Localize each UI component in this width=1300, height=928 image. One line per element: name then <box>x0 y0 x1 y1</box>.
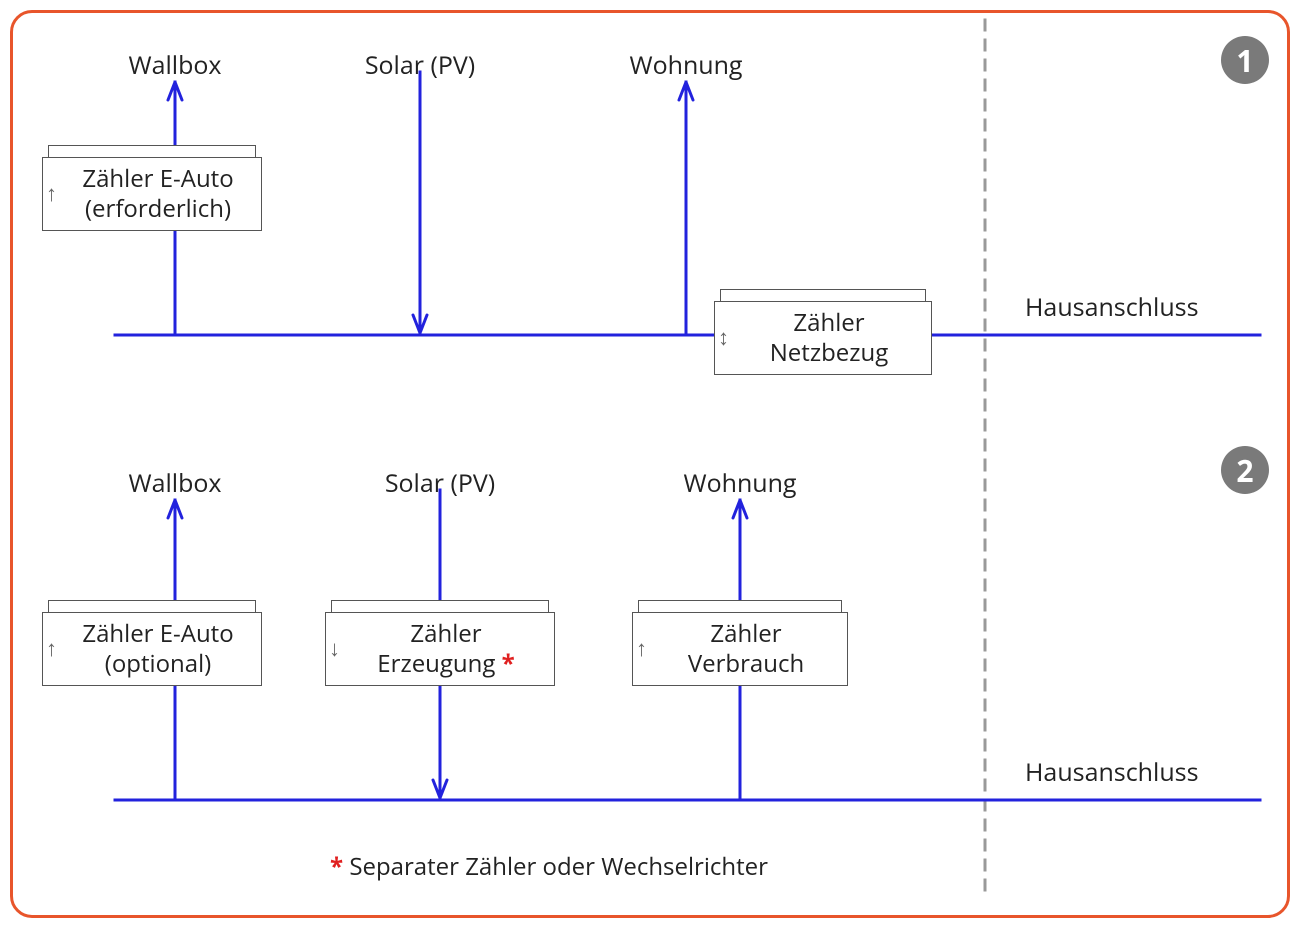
s1-meter-netz-direction-icon: ↕ <box>718 326 729 348</box>
s2-meter-erzeugung-direction-icon: ↓ <box>329 637 340 659</box>
s2-meter-verbrauch: ZählerVerbrauch ↑ <box>632 600 848 686</box>
s2-solar-label: Solar (PV) <box>320 466 560 500</box>
s1-wohnung-label: Wohnung <box>566 48 806 82</box>
s1-meter-eauto: Zähler E-Auto(erforderlich) ↑ <box>42 145 262 231</box>
s2-meter-erzeugung-label: ZählerErzeugung * <box>377 619 514 679</box>
s1-meter-netz-label: ZählerNetzbezug <box>770 308 889 368</box>
s1-solar-label: Solar (PV) <box>300 48 540 82</box>
s2-meter-erzeugung: ZählerErzeugung * ↓ <box>325 600 555 686</box>
hausanschluss-label: Hausanschluss <box>1025 755 1199 789</box>
footnote: * Separater Zähler oder Wechselrichter <box>330 850 768 883</box>
s2-meter-verbrauch-label: ZählerVerbrauch <box>688 619 804 679</box>
s1-meter-eauto-label: Zähler E-Auto(erforderlich) <box>82 164 233 224</box>
badge-2: 2 <box>1221 446 1269 494</box>
s1-meter-eauto-direction-icon: ↑ <box>46 182 57 204</box>
badge-1: 1 <box>1221 36 1269 84</box>
s1-meter-netz: ZählerNetzbezug ↕ <box>714 289 932 375</box>
s2-meter-eauto: Zähler E-Auto(optional) ↑ <box>42 600 262 686</box>
s2-meter-verbrauch-direction-icon: ↑ <box>636 637 647 659</box>
s2-wohnung-label: Wohnung <box>620 466 860 500</box>
s2-meter-eauto-direction-icon: ↑ <box>46 637 57 659</box>
s1-wallbox-label: Wallbox <box>55 48 295 82</box>
s2-wallbox-label: Wallbox <box>55 466 295 500</box>
s2-meter-eauto-label: Zähler E-Auto(optional) <box>82 619 233 679</box>
hausanschluss-label: Hausanschluss <box>1025 290 1199 324</box>
